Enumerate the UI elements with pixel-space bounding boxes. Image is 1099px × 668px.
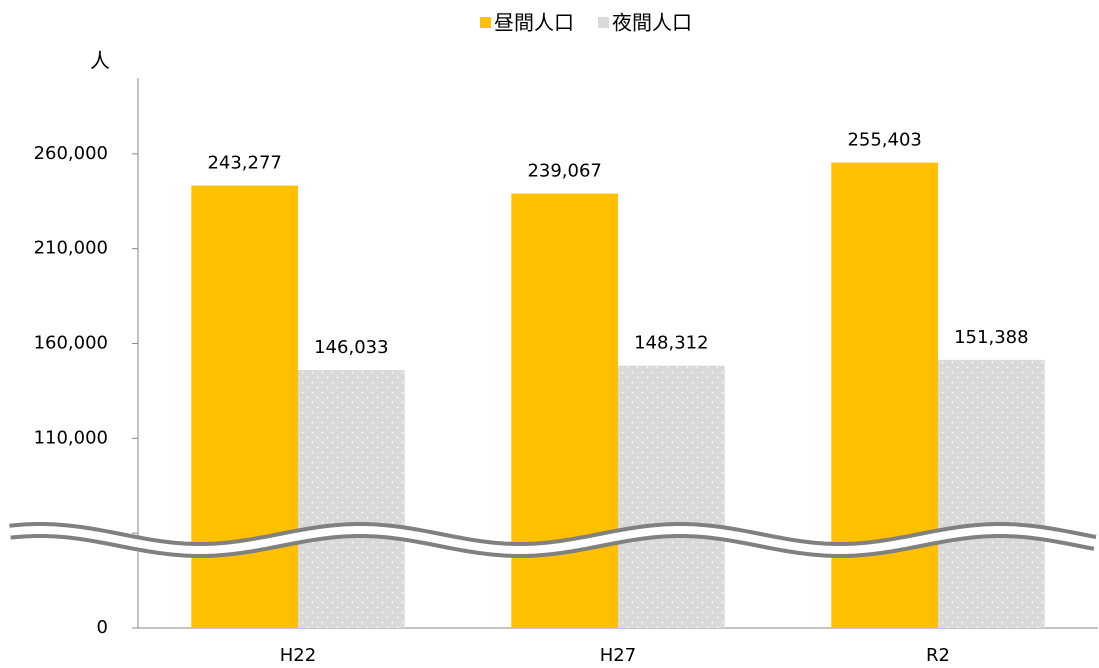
y-tick-label: 210,000	[34, 238, 108, 259]
x-tick-label: R2	[926, 645, 950, 666]
legend-label: 昼間人口	[494, 11, 574, 35]
axis-break-gap	[9, 526, 1096, 554]
data-label: 243,277	[207, 153, 281, 174]
data-label: 255,403	[847, 130, 921, 151]
y-tick-label: 160,000	[34, 333, 108, 354]
data-label: 239,067	[527, 161, 601, 182]
y-tick-label: 260,000	[34, 143, 108, 164]
bar	[298, 370, 405, 628]
legend-label: 夜間人口	[612, 11, 692, 35]
x-tick-label: H22	[280, 645, 316, 666]
data-label: 148,312	[634, 333, 708, 354]
bar	[618, 365, 725, 628]
data-label: 146,033	[314, 337, 388, 358]
y-tick-label: 0	[97, 617, 108, 638]
bar	[831, 162, 938, 629]
legend-swatch	[598, 17, 609, 28]
x-tick-label: H27	[600, 645, 636, 666]
bar	[511, 193, 618, 628]
y-tick-label: 110,000	[34, 427, 108, 448]
bar	[938, 359, 1045, 628]
data-label: 151,388	[954, 327, 1028, 348]
y-axis-label: 人	[90, 49, 110, 73]
bar	[191, 185, 298, 628]
legend-swatch	[480, 17, 491, 28]
